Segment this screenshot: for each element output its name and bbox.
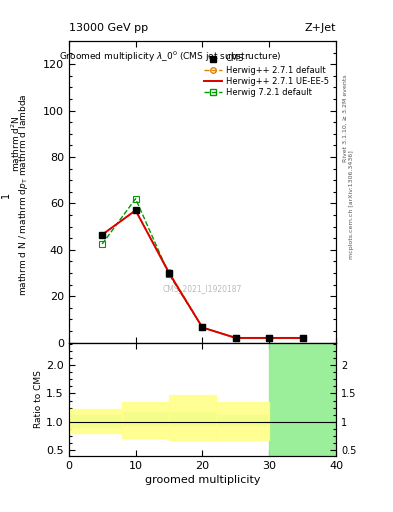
Text: mcplots.cern.ch [arXiv:1306.3436]: mcplots.cern.ch [arXiv:1306.3436]	[349, 151, 354, 259]
Text: 1: 1	[1, 191, 11, 198]
Text: 13000 GeV pp: 13000 GeV pp	[69, 23, 148, 33]
Text: mathrm $\mathrm{d}$ N / mathrm $\mathrm{d}p_\mathrm{T}$ mathrm $\mathrm{d}$ lamb: mathrm $\mathrm{d}$ N / mathrm $\mathrm{…	[17, 93, 30, 296]
Legend: CMS, Herwig++ 2.7.1 default, Herwig++ 2.7.1 UE-EE-5, Herwig 7.2.1 default: CMS, Herwig++ 2.7.1 default, Herwig++ 2.…	[200, 51, 332, 100]
Y-axis label: Ratio to CMS: Ratio to CMS	[34, 370, 43, 428]
Text: mathrm $\mathrm{d}^2$N: mathrm $\mathrm{d}^2$N	[9, 115, 22, 172]
Text: Groomed multiplicity $\lambda\_0^0$ (CMS jet substructure): Groomed multiplicity $\lambda\_0^0$ (CMS…	[59, 50, 282, 65]
Text: Rivet 3.1.10, ≥ 3.2M events: Rivet 3.1.10, ≥ 3.2M events	[343, 74, 348, 162]
Text: CMS_2021_I1920187: CMS_2021_I1920187	[163, 284, 242, 293]
Text: Z+Jet: Z+Jet	[305, 23, 336, 33]
X-axis label: groomed multiplicity: groomed multiplicity	[145, 475, 260, 485]
